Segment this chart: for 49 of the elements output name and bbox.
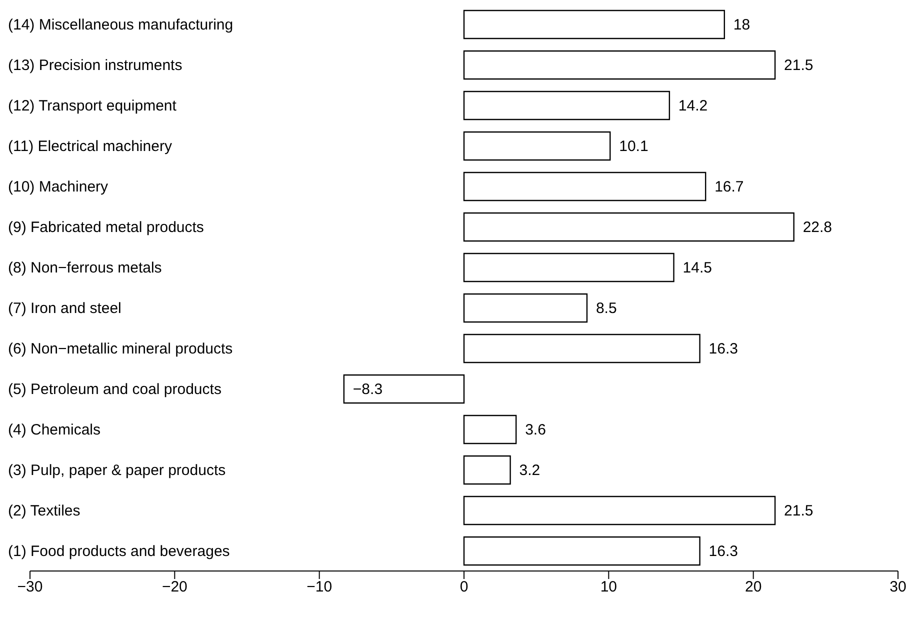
data-label: 3.2 bbox=[519, 462, 540, 480]
data-label: 18 bbox=[733, 16, 750, 34]
data-label: 14.5 bbox=[682, 260, 712, 277]
y-tick-label: (5) Petroleum and coal products bbox=[8, 381, 222, 398]
data-label: 16.3 bbox=[708, 543, 738, 560]
bar bbox=[463, 131, 611, 161]
x-tick-label: 30 bbox=[890, 578, 906, 596]
bar bbox=[463, 293, 588, 323]
x-tick-label: −20 bbox=[162, 578, 188, 596]
bar bbox=[463, 90, 670, 120]
y-tick-label: (13) Precision instruments bbox=[8, 57, 182, 74]
data-label: 8.5 bbox=[596, 300, 617, 318]
y-tick-label: (4) Chemicals bbox=[8, 422, 101, 438]
bar bbox=[463, 10, 725, 40]
bar bbox=[463, 172, 706, 202]
data-label: 16.3 bbox=[708, 340, 738, 358]
y-tick-label: (9) Fabricated metal products bbox=[8, 219, 204, 236]
bar bbox=[463, 334, 700, 364]
bar bbox=[463, 455, 511, 485]
x-tick-label: 0 bbox=[460, 578, 468, 596]
y-tick-label: (12) Transport equipment bbox=[8, 98, 178, 114]
y-tick-label: (7) Iron and steel bbox=[8, 300, 122, 317]
data-label: 14.2 bbox=[678, 98, 708, 115]
y-tick-label: (1) Food products and beverages bbox=[8, 543, 230, 560]
x-tick-label: −30 bbox=[17, 578, 43, 596]
y-tick-label: (8) Non−ferrous metals bbox=[8, 260, 162, 276]
x-tick-label: 20 bbox=[744, 578, 762, 596]
x-tick-label: −10 bbox=[306, 578, 332, 596]
bar bbox=[463, 50, 776, 80]
y-tick-label: (3) Pulp, paper & paper products bbox=[8, 462, 226, 479]
data-label: −8.3 bbox=[352, 381, 383, 398]
data-label: 16.7 bbox=[714, 178, 744, 196]
bar bbox=[463, 414, 517, 444]
data-label: 10.1 bbox=[619, 138, 648, 156]
y-tick-label: (10) Machinery bbox=[8, 178, 109, 196]
y-tick-label: (2) Textiles bbox=[8, 502, 80, 520]
data-label: 21.5 bbox=[784, 502, 814, 520]
x-tick-label: 10 bbox=[600, 578, 618, 596]
data-label: 21.5 bbox=[784, 57, 814, 74]
bar bbox=[343, 374, 465, 404]
y-tick-label: (6) Non−metallic mineral products bbox=[8, 340, 233, 358]
bar bbox=[463, 496, 776, 526]
bar bbox=[463, 536, 700, 566]
bar bbox=[463, 212, 794, 242]
data-label: 3.6 bbox=[525, 422, 546, 439]
y-tick-label: (14) Miscellaneous manufacturing bbox=[8, 16, 234, 34]
bar bbox=[463, 252, 674, 282]
data-label: 22.8 bbox=[802, 219, 832, 236]
y-tick-label: (11) Electrical machinery bbox=[8, 138, 172, 155]
